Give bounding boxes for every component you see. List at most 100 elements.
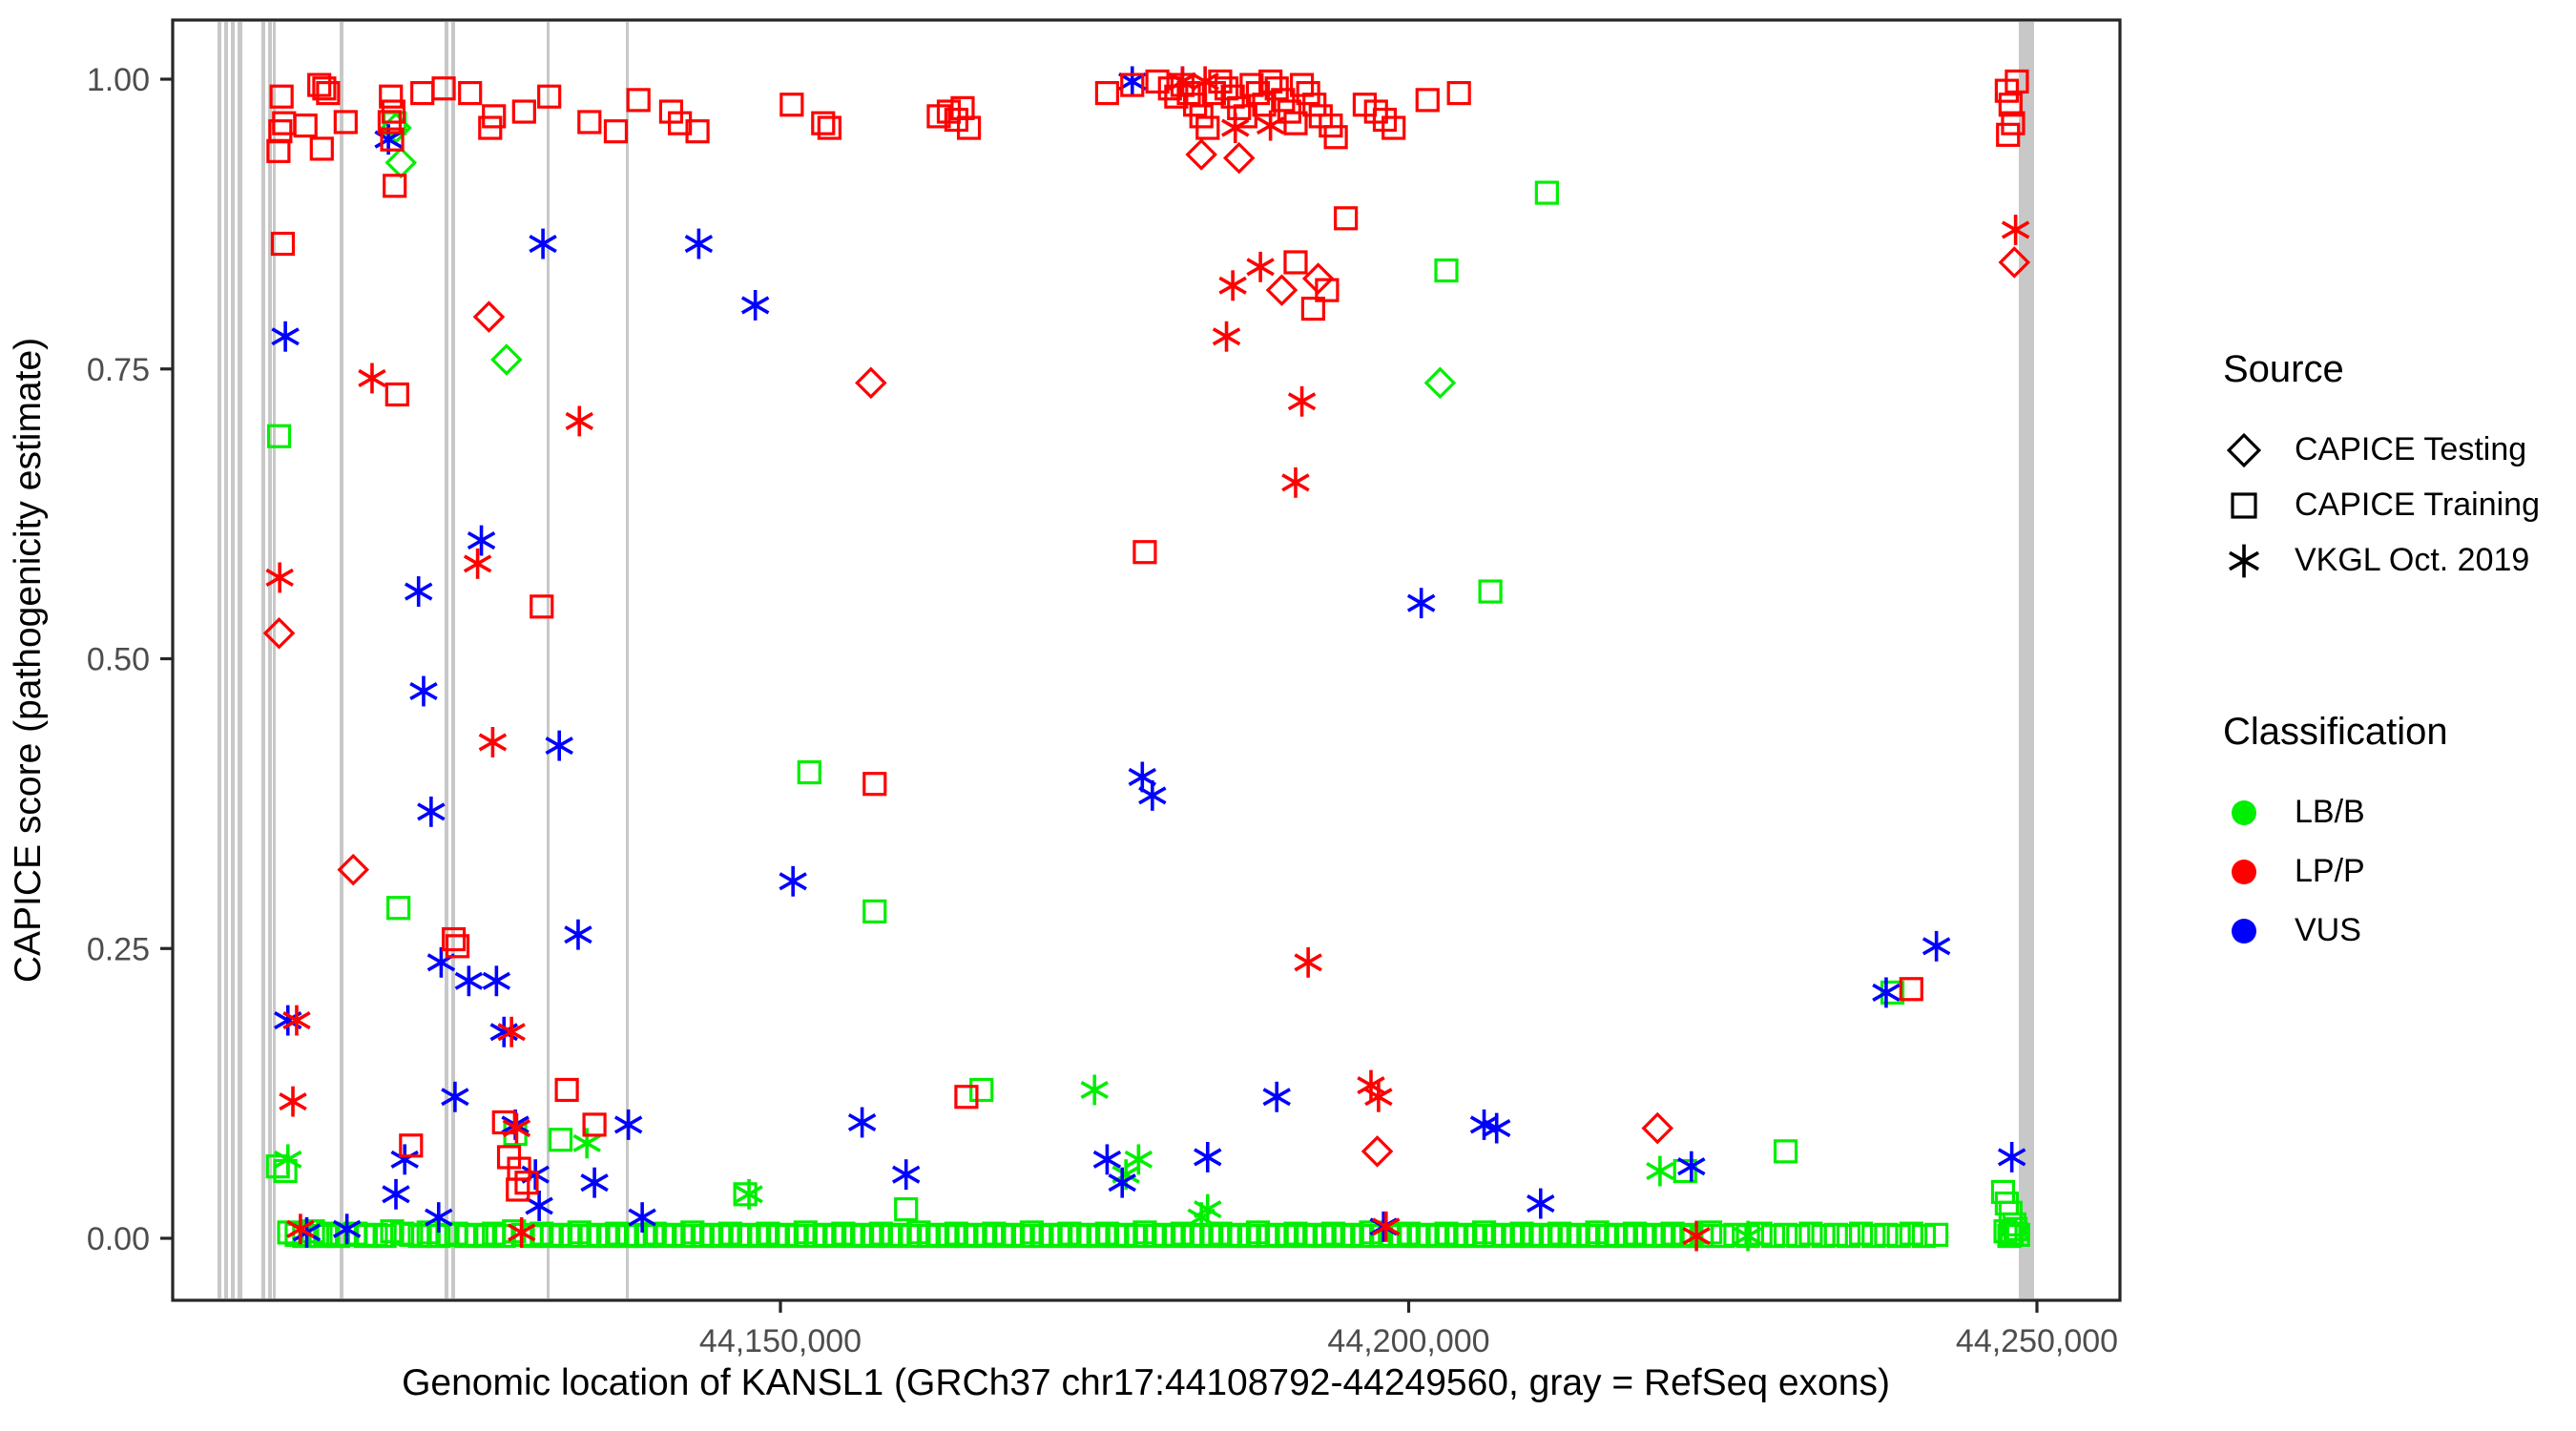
data-point-asterisk: [482, 965, 511, 997]
data-point-asterisk: [425, 1202, 453, 1234]
legend-item-label[interactable]: CAPICE Training: [2295, 487, 2540, 523]
legend-item-label[interactable]: VUS: [2295, 912, 2361, 948]
y-axis-tick-label: 0.25: [87, 931, 150, 967]
data-point-asterisk: [735, 1178, 763, 1210]
circle-icon[interactable]: [2232, 860, 2256, 884]
data-point-asterisk: [1281, 467, 1310, 498]
legend-item-label[interactable]: CAPICE Testing: [2295, 431, 2526, 467]
data-point-square: [626, 88, 651, 113]
data-point-square: [1049, 1223, 1073, 1249]
data-point-square: [1312, 1223, 1337, 1249]
data-point-square: [441, 926, 467, 952]
data-point-asterisk: [1080, 1074, 1109, 1106]
data-point-square: [1425, 1223, 1450, 1249]
data-point-square: [1283, 250, 1308, 275]
data-point-asterisk: [271, 321, 300, 352]
data-point-asterisk: [628, 1202, 656, 1234]
data-point-square: [1672, 1158, 1697, 1184]
refseq-exon-bands: [218, 22, 2034, 1298]
scatter-points-layer: [262, 66, 2031, 1252]
legend-item-label[interactable]: VKGL Oct. 2019: [2295, 542, 2529, 578]
data-point-square: [554, 1077, 579, 1103]
data-point-diamond: [472, 301, 506, 333]
data-point-diamond: [262, 616, 296, 650]
data-point-square: [1372, 107, 1398, 133]
exon-band: [224, 22, 228, 1298]
legend-item-label[interactable]: LB/B: [2295, 794, 2365, 830]
exon-band: [218, 22, 221, 1298]
data-point-square: [1283, 111, 1308, 135]
data-point-diamond: [1361, 1135, 1394, 1168]
data-point-square: [1998, 93, 2023, 117]
series-lp-p-vkgl-oct-2019: [265, 66, 2030, 1252]
circle-icon[interactable]: [2232, 800, 2256, 825]
exon-band: [547, 22, 550, 1298]
data-point-square: [1195, 115, 1220, 140]
series-vus-vkgl-oct-2019: [271, 66, 2026, 1248]
data-point-square: [379, 84, 404, 109]
data-point-square: [269, 84, 294, 109]
data-point-asterisk: [404, 576, 433, 607]
data-point-asterisk: [332, 1213, 362, 1245]
data-point-asterisk: [545, 730, 573, 761]
data-point-asterisk: [684, 228, 714, 259]
data-point-asterisk: [390, 1144, 419, 1175]
legend-source-items: CAPICE Testing CAPICE Training VKGL Oct. 2…: [2226, 431, 2540, 578]
data-point-asterisk: [286, 1213, 315, 1245]
data-point-square: [1880, 980, 1905, 1006]
series-lb-b-vkgl-oct-2019: [274, 1074, 1762, 1252]
data-point-asterisk: [1218, 270, 1247, 301]
legend-item-label[interactable]: LP/P: [2295, 853, 2365, 889]
data-point-asterisk: [1246, 251, 1275, 282]
data-point-square: [2004, 1216, 2028, 1241]
data-point-square: [316, 80, 341, 106]
data-point-asterisk: [564, 919, 592, 950]
data-point-diamond: [337, 853, 370, 886]
data-point-square: [2005, 69, 2029, 94]
data-point-square: [935, 1223, 960, 1249]
circle-icon[interactable]: [2232, 919, 2256, 944]
exon-band: [261, 22, 265, 1298]
data-point-asterisk: [1168, 66, 1197, 97]
data-point-asterisk: [502, 1112, 531, 1144]
data-point-square: [1874, 1222, 1899, 1247]
data-point-square: [399, 1133, 424, 1158]
data-point-asterisk: [463, 548, 492, 579]
data-point-asterisk: [565, 405, 593, 437]
legend-classification: Classification LB/B LP/P VUS: [2223, 711, 2448, 948]
data-point-asterisk: [358, 363, 386, 394]
data-point-square: [811, 111, 836, 135]
square-icon[interactable]: [2231, 492, 2257, 519]
data-point-square: [862, 772, 887, 797]
data-point-asterisk: [1187, 1202, 1215, 1234]
data-point-square: [1811, 1223, 1836, 1249]
data-point-asterisk: [1364, 1081, 1393, 1112]
data-point-square: [1576, 1223, 1601, 1249]
y-axis-tick-label: 1.00: [87, 62, 150, 98]
data-point-asterisk: [1262, 1081, 1291, 1112]
x-axis-tick-label: 44,250,000: [1956, 1323, 2118, 1359]
data-point-square: [1849, 1221, 1874, 1246]
exon-band: [2019, 22, 2034, 1298]
exon-band: [231, 22, 235, 1298]
data-point-asterisk: [409, 675, 438, 707]
diamond-icon[interactable]: [2226, 432, 2262, 468]
y-axis-tick-label: 0.75: [87, 352, 150, 388]
data-point-square: [2005, 1222, 2030, 1247]
data-point-square: [671, 1223, 696, 1249]
asterisk-icon[interactable]: [2229, 544, 2259, 578]
data-point-diamond: [1222, 141, 1256, 175]
data-point-square: [407, 1223, 432, 1249]
x-axis-tick-label: 44,200,000: [1327, 1323, 1489, 1359]
data-point-square: [603, 119, 629, 144]
data-point-square: [431, 76, 456, 101]
data-point-square: [1236, 1223, 1261, 1249]
data-point-asterisk: [467, 525, 496, 556]
data-point-asterisk: [1212, 321, 1241, 352]
data-point-square: [1258, 69, 1283, 94]
data-point-square: [797, 759, 821, 785]
data-point-square: [1363, 99, 1388, 124]
data-point-square: [954, 1085, 979, 1110]
data-point-square: [822, 1223, 847, 1249]
data-point-square: [380, 127, 405, 152]
